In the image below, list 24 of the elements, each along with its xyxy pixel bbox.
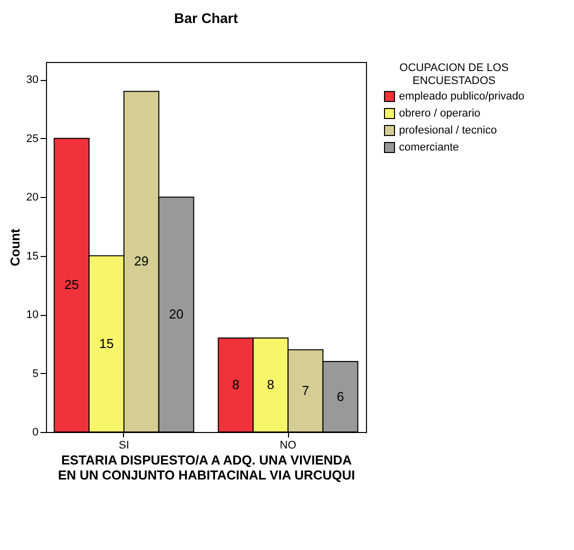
data-label: 8 xyxy=(232,377,240,392)
data-label: 8 xyxy=(267,377,274,392)
data-label: 29 xyxy=(134,254,149,269)
data-label: 7 xyxy=(302,382,310,398)
legend-label: obrero / operario xyxy=(399,108,480,120)
legend-label: empleado publico/privado xyxy=(399,90,524,102)
data-label: 20 xyxy=(169,306,184,322)
x-tick-label: SI xyxy=(118,440,130,452)
legend-label: comerciante xyxy=(399,142,459,154)
legend-label: profesional / tecnico xyxy=(399,124,497,136)
x-axis-title: ESTARIA DISPUESTO/A A ADQ. UNA VIVIENDA EN UN CONJUNTO HABITACINAL VIA URCUQUI xyxy=(58,452,356,482)
y-axis-title: Count xyxy=(7,228,22,266)
chart-title: Bar Chart xyxy=(174,10,238,26)
data-label: 15 xyxy=(99,336,114,351)
y-tick-label: 5 xyxy=(32,368,38,380)
x-tick-label: NO xyxy=(280,440,297,452)
data-label: 25 xyxy=(64,277,79,292)
y-tick-label: 20 xyxy=(26,192,38,204)
y-tick-label: 25 xyxy=(26,132,38,145)
y-tick-label: 15 xyxy=(26,250,38,262)
data-label: 6 xyxy=(336,388,344,404)
y-tick-label: 10 xyxy=(26,309,38,322)
y-tick-label: 0 xyxy=(32,426,38,438)
y-tick-label: 30 xyxy=(26,74,38,86)
